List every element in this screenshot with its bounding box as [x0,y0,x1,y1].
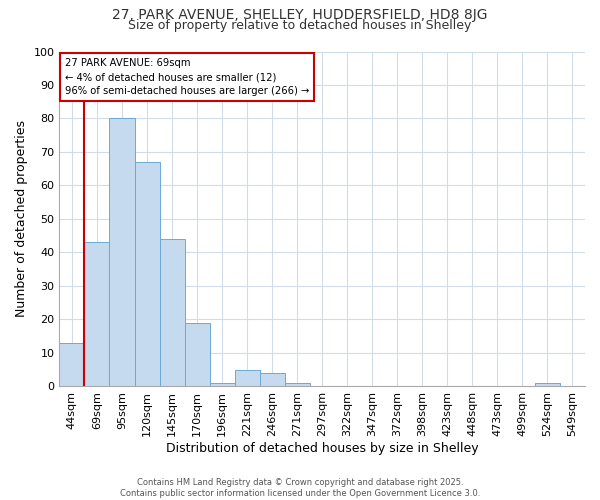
Text: Size of property relative to detached houses in Shelley: Size of property relative to detached ho… [128,19,472,32]
Text: Contains HM Land Registry data © Crown copyright and database right 2025.
Contai: Contains HM Land Registry data © Crown c… [120,478,480,498]
Y-axis label: Number of detached properties: Number of detached properties [15,120,28,318]
Bar [109,118,134,386]
Bar [209,383,235,386]
Bar [284,383,310,386]
Bar [260,373,284,386]
Bar [235,370,260,386]
Text: 27, PARK AVENUE, SHELLEY, HUDDERSFIELD, HD8 8JG: 27, PARK AVENUE, SHELLEY, HUDDERSFIELD, … [112,8,488,22]
Bar [85,242,109,386]
Bar [185,323,209,386]
Bar [59,343,85,386]
Text: 27 PARK AVENUE: 69sqm
← 4% of detached houses are smaller (12)
96% of semi-detac: 27 PARK AVENUE: 69sqm ← 4% of detached h… [65,58,309,96]
Bar [535,383,560,386]
Bar [160,239,185,386]
X-axis label: Distribution of detached houses by size in Shelley: Distribution of detached houses by size … [166,442,479,455]
Bar [134,162,160,386]
